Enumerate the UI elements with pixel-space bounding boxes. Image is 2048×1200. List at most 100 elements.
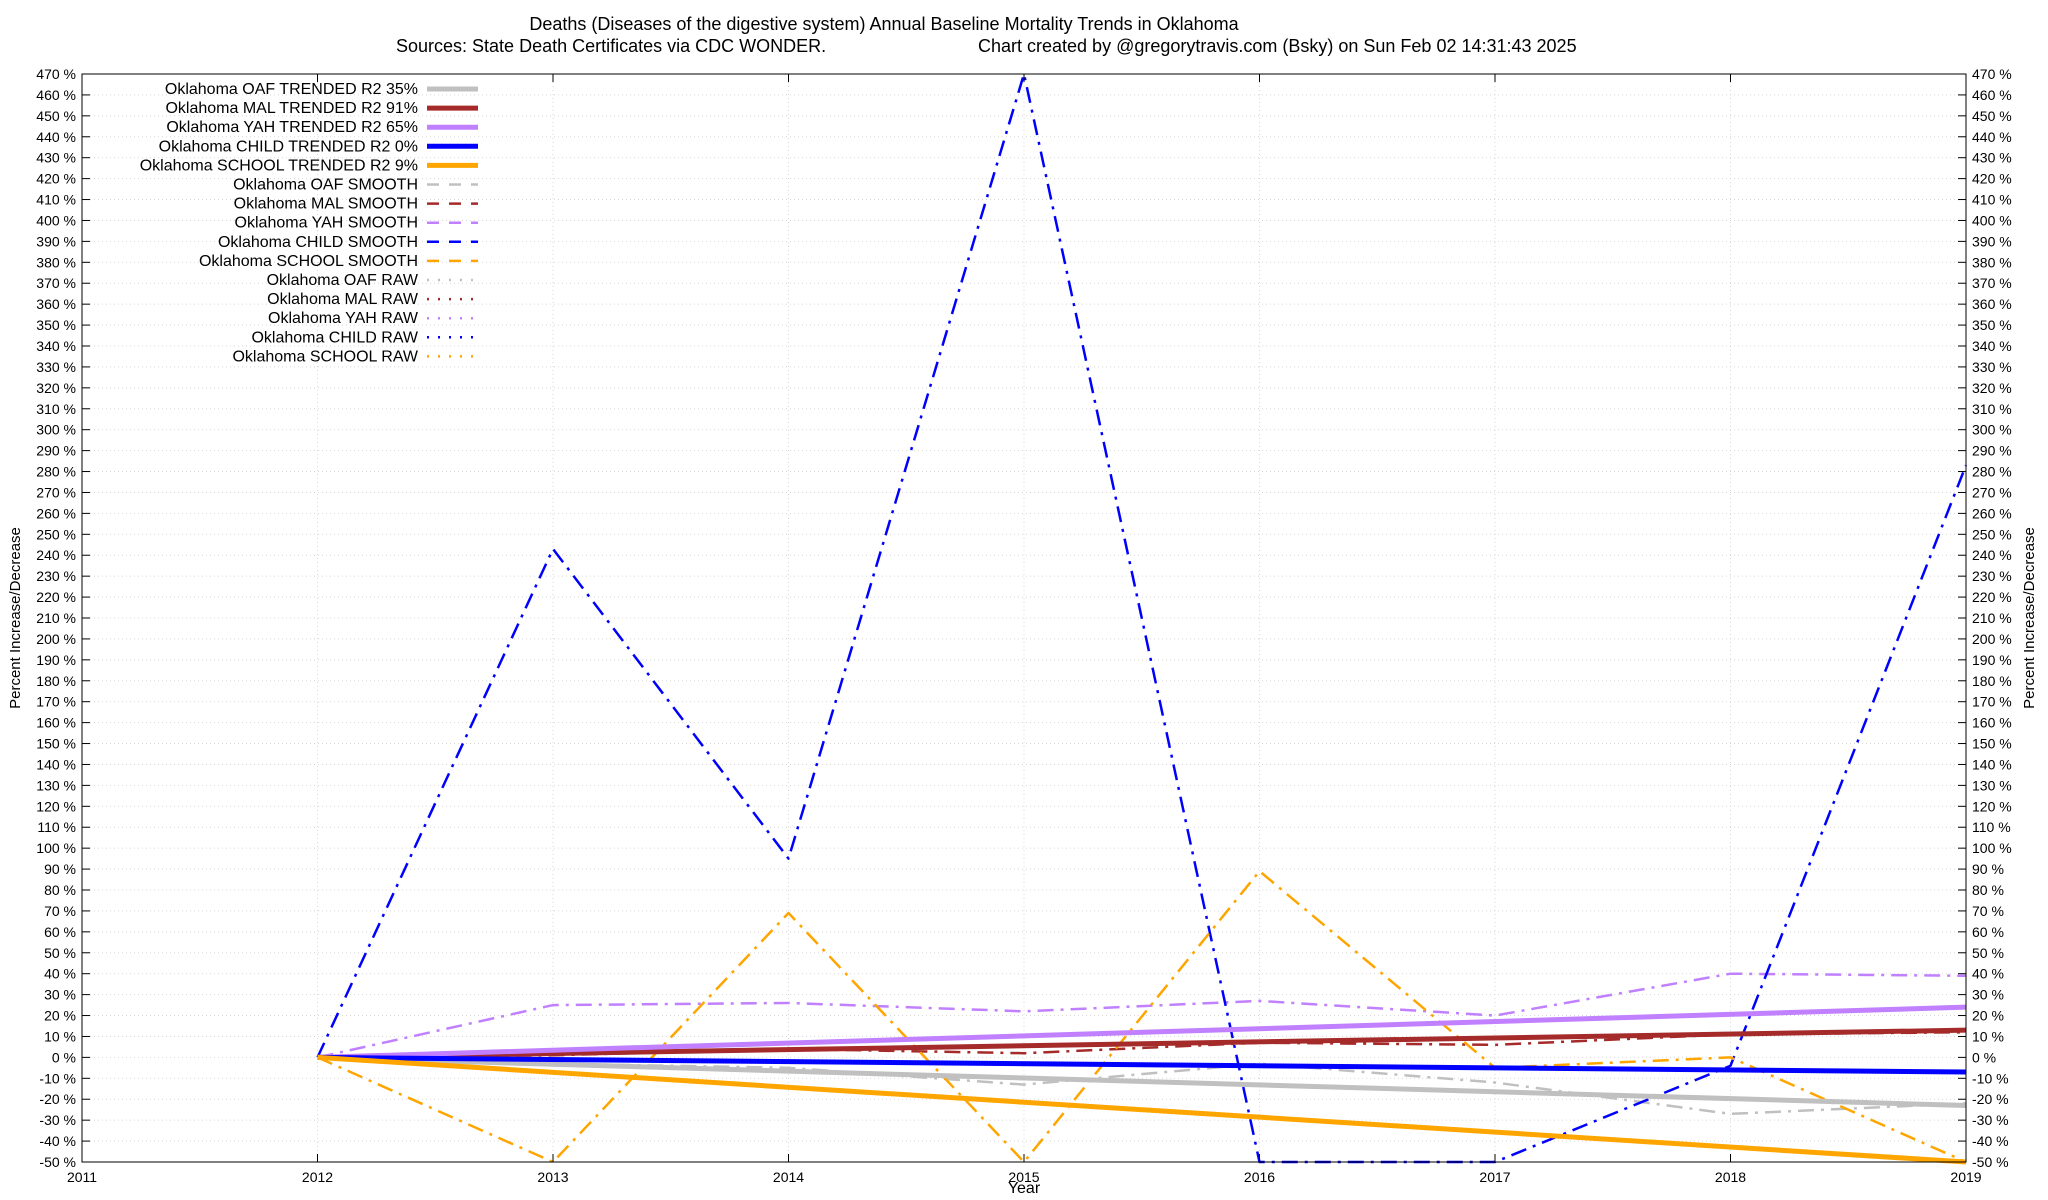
y-tick-label-right: 260 %	[1972, 505, 2012, 521]
chart-subtitle-sources: Sources: State Death Certificates via CD…	[396, 36, 826, 56]
y-tick-label-right: 280 %	[1972, 464, 2012, 480]
y-tick-label-right: 340 %	[1972, 338, 2012, 354]
series-line-oklahoma-child-smooth	[316, 72, 1968, 1164]
y-tick-label-left: -20 %	[39, 1091, 76, 1107]
y-tick-label-left: 60 %	[44, 924, 76, 940]
y-tick-label-right: 230 %	[1972, 568, 2012, 584]
y-tick-label-right: 200 %	[1972, 631, 2012, 647]
series-line-oklahoma-child-trended-r2-0	[317, 1054, 1967, 1075]
y-tick-label-right: 170 %	[1972, 694, 2012, 710]
y-tick-label-left: -40 %	[39, 1133, 76, 1149]
y-tick-label-right: 120 %	[1972, 798, 2012, 814]
legend-label: Oklahoma OAF TRENDED R2 35%	[165, 81, 418, 98]
y-tick-label-left: 180 %	[36, 673, 76, 689]
y-tick-label-right: 190 %	[1972, 652, 2012, 668]
y-tick-label-left: 260 %	[36, 505, 76, 521]
y-tick-label-right: 180 %	[1972, 673, 2012, 689]
y-tick-label-left: 420 %	[36, 171, 76, 187]
y-tick-label-left: -30 %	[39, 1112, 76, 1128]
y-tick-label-left: 210 %	[36, 610, 76, 626]
legend-label: Oklahoma CHILD SMOOTH	[218, 234, 418, 251]
y-tick-label-right: 310 %	[1972, 401, 2012, 417]
y-tick-label-left: 120 %	[36, 798, 76, 814]
y-tick-label-right: 290 %	[1972, 443, 2012, 459]
y-tick-label-left: 340 %	[36, 338, 76, 354]
y-tick-label-right: 150 %	[1972, 736, 2012, 752]
x-tick-label: 2015	[1008, 1169, 1039, 1185]
chart-title: Deaths (Diseases of the digestive system…	[529, 14, 1239, 34]
y-tick-label-right: -30 %	[1972, 1112, 2009, 1128]
y-tick-label-right: 0 %	[1972, 1049, 1996, 1065]
y-tick-label-right: 130 %	[1972, 777, 2012, 793]
y-tick-label-left: 30 %	[44, 987, 76, 1003]
x-tick-label: 2013	[537, 1169, 568, 1185]
y-tick-label-left: 140 %	[36, 756, 76, 772]
y-tick-label-left: 240 %	[36, 547, 76, 563]
y-tick-label-left: 70 %	[44, 903, 76, 919]
y-tick-label-left: 40 %	[44, 966, 76, 982]
series-line-oklahoma-oaf-trended-r2-35	[317, 1054, 1967, 1109]
y-tick-label-left: 320 %	[36, 380, 76, 396]
series-line-oklahoma-yah-trended-r2-65	[317, 1004, 1967, 1060]
y-tick-label-right: 250 %	[1972, 526, 2012, 542]
y-tick-label-right: 90 %	[1972, 861, 2004, 877]
y-tick-label-left: 460 %	[36, 87, 76, 103]
y-tick-label-right: 50 %	[1972, 945, 2004, 961]
y-tick-label-right: 70 %	[1972, 903, 2004, 919]
y-tick-label-right: 100 %	[1972, 840, 2012, 856]
legend-label: Oklahoma SCHOOL RAW	[232, 348, 418, 365]
legend-label: Oklahoma SCHOOL TRENDED R2 9%	[140, 157, 418, 174]
y-tick-label-right: -20 %	[1972, 1091, 2009, 1107]
y-tick-label-right: 420 %	[1972, 171, 2012, 187]
y-tick-label-right: 330 %	[1972, 359, 2012, 375]
legend-label: Oklahoma OAF RAW	[267, 272, 419, 289]
y-tick-label-left: 430 %	[36, 150, 76, 166]
series-line-oklahoma-yah-smooth	[317, 972, 1967, 1059]
x-tick-label: 2016	[1244, 1169, 1275, 1185]
x-axis-label: Year	[1008, 1180, 1041, 1197]
y-tick-label-right: 270 %	[1972, 484, 2012, 500]
y-tick-label-left: 220 %	[36, 589, 76, 605]
legend-label: Oklahoma YAH RAW	[268, 310, 419, 327]
series-line-oklahoma-school-smooth	[316, 869, 1967, 1164]
y-tick-label-right: 470 %	[1972, 66, 2012, 82]
legend-label: Oklahoma SCHOOL SMOOTH	[199, 253, 418, 270]
y-tick-label-left: 230 %	[36, 568, 76, 584]
y-axis-label: Percent Increase/Decrease	[7, 527, 24, 709]
y-tick-label-left: 390 %	[36, 233, 76, 249]
y-tick-label-right: 40 %	[1972, 966, 2004, 982]
y-tick-label-left: 170 %	[36, 694, 76, 710]
y-tick-label-left: 50 %	[44, 945, 76, 961]
y-tick-label-right: 140 %	[1972, 756, 2012, 772]
y-tick-label-left: 250 %	[36, 526, 76, 542]
y-tick-label-left: 370 %	[36, 275, 76, 291]
y-tick-label-left: 400 %	[36, 212, 76, 228]
x-tick-label: 2014	[773, 1169, 804, 1185]
legend: Oklahoma OAF TRENDED R2 35% Oklahoma MAL …	[140, 81, 478, 365]
y-tick-label-left: 270 %	[36, 484, 76, 500]
y-tick-label-left: 440 %	[36, 129, 76, 145]
y-tick-label-left: 150 %	[36, 736, 76, 752]
y-tick-label-right: 210 %	[1972, 610, 2012, 626]
y-axis-ticks: -50 % -50 % -40 % -40 % -30 % -30 % -20 % -20 %…	[36, 66, 2011, 1170]
y-tick-label-right: 390 %	[1972, 233, 2012, 249]
legend-label: Oklahoma YAH TRENDED R2 65%	[166, 119, 418, 136]
series-lines	[316, 72, 1968, 1165]
y-tick-label-left: 130 %	[36, 777, 76, 793]
y-tick-label-right: -10 %	[1972, 1070, 2009, 1086]
y-tick-label-left: 100 %	[36, 840, 76, 856]
y-tick-label-left: -10 %	[39, 1070, 76, 1086]
y-tick-label-right: 370 %	[1972, 275, 2012, 291]
y-tick-label-left: 300 %	[36, 422, 76, 438]
x-axis-ticks: 2011 2012 2013 2014 2015 2016 2017 2018 2019	[67, 74, 1982, 1185]
y-tick-label-right: 300 %	[1972, 422, 2012, 438]
x-tick-label: 2019	[1950, 1169, 1981, 1185]
y-tick-label-right: 10 %	[1972, 1028, 2004, 1044]
y-tick-label-right: 410 %	[1972, 192, 2012, 208]
y-tick-label-right: -50 %	[1972, 1154, 2009, 1170]
y2-axis-label: Percent Increase/Decrease	[2021, 527, 2038, 709]
y-tick-label-left: 80 %	[44, 882, 76, 898]
legend-label: Oklahoma MAL RAW	[267, 291, 419, 308]
y-tick-label-left: 330 %	[36, 359, 76, 375]
